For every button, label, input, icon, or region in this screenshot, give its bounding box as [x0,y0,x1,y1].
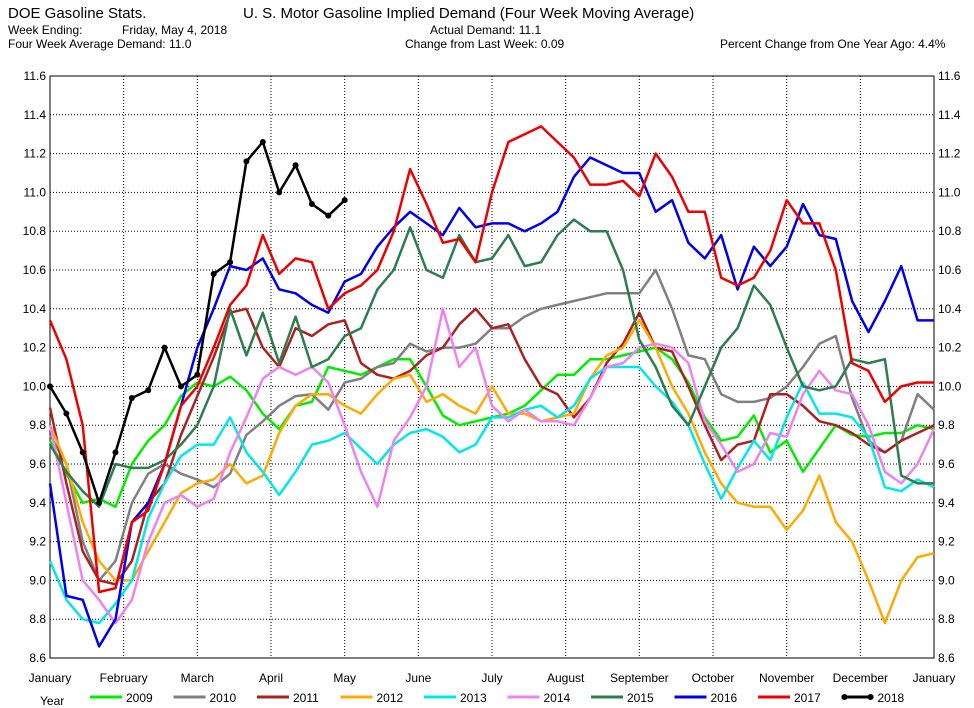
series-point-2018 [112,449,119,456]
y-tick-label-right: 8.6 [938,651,955,665]
legend-marker-2018 [867,694,874,700]
legend-label-2017: 2017 [794,691,821,705]
series-point-2018 [227,259,234,266]
series-point-2018 [79,449,86,456]
series-point-2018 [63,410,70,417]
series-point-2018 [308,201,315,208]
x-tick-label: July [481,671,502,685]
app-title: DOE Gasoline Stats. [8,5,147,22]
legend-marker-2018 [841,694,848,700]
y-tick-label-right: 9.6 [938,457,955,471]
y-tick-label: 9.2 [29,535,46,549]
legend-label-2010: 2010 [210,691,237,705]
y-tick-label-right: 11.4 [938,108,961,122]
percent-change-year-ago: Percent Change from One Year Ago: 4.4% [720,37,946,51]
legend-label-2013: 2013 [460,691,487,705]
y-tick-label: 10.8 [23,224,47,238]
series-line-2015 [48,218,934,508]
series-line-2014 [48,307,936,625]
series-point-2018 [96,499,103,506]
series-point-2018 [145,387,152,394]
y-tick-label: 10.6 [23,263,47,277]
y-tick-label: 9.0 [29,573,46,587]
legend-label-2015: 2015 [627,691,654,705]
y-tick-label: 8.6 [29,651,46,665]
y-tick-label-right: 10.0 [938,379,962,393]
x-tick-label: November [759,671,814,685]
y-tick-label: 11.2 [24,147,47,161]
series-lines [47,125,936,648]
y-tick-label: 9.6 [29,457,46,471]
actual-demand: Actual Demand: 11.1 [430,23,542,37]
legend-label-2016: 2016 [711,691,738,705]
change-from-last-week: Change from Last Week: 0.09 [405,37,565,51]
legend-label-2011: 2011 [293,691,319,705]
x-tick-label: February [100,671,148,685]
y-tick-label-right: 9.8 [938,418,955,432]
series-point-2018 [47,383,53,390]
y-tick-label: 10.0 [23,379,47,393]
y-tick-label-right: 11.0 [938,185,961,199]
y-tick-label-right: 11.2 [938,147,961,161]
series-line-2017 [48,125,934,594]
series-point-2018 [194,371,201,378]
y-tick-label: 9.4 [29,496,46,510]
series-point-2018 [161,344,168,351]
legend-label-2018: 2018 [878,691,905,705]
x-tick-label: January [29,671,72,685]
x-tick-label: April [259,671,283,685]
x-tick-label: January [913,671,956,685]
y-tick-label-right: 10.4 [938,302,962,316]
chart-title: U. S. Motor Gasoline Implied Demand (Fou… [243,5,695,22]
x-tick-label: May [333,671,356,685]
y-tick-label-right: 11.6 [938,69,961,83]
y-tick-label-right: 10.6 [938,263,962,277]
series-point-2018 [128,395,135,402]
series-line-2016 [48,156,934,648]
y-tick-label-right: 9.0 [938,573,955,587]
four-week-average: Four Week Average Demand: 11.0 [8,37,192,51]
y-tick-label: 10.4 [23,302,47,316]
y-axis-left: 8.6 8.8 9.0 9.2 9.4 9.6 9.8 10.0 10.2 10.4 10.6 10.… [23,69,47,665]
legend-title: Year [40,694,64,708]
y-tick-label: 11.0 [24,185,47,199]
y-tick-label: 11.6 [24,69,47,83]
y-tick-label: 8.8 [29,612,46,626]
series-point-2018 [276,189,283,196]
legend-label-2014: 2014 [544,691,571,705]
y-tick-label-right: 9.2 [938,535,955,549]
series-line-2013 [48,365,935,625]
week-ending-value: Friday, May 4, 2018 [122,23,228,37]
x-tick-label: June [405,671,431,685]
y-tick-label-right: 9.4 [938,496,955,510]
series-point-2018 [177,383,184,390]
series-point-2018 [243,158,250,165]
series-point-2018 [325,212,332,219]
y-tick-label: 9.8 [29,418,46,432]
y-axis-right: 8.6 8.8 9.0 9.2 9.4 9.6 9.8 10.0 10.2 10.4 10.6 10.… [938,69,962,665]
legend-label-2009: 2009 [126,691,153,705]
week-ending-label: Week Ending: [8,23,83,37]
x-tick-label: September [610,671,669,685]
x-axis: January February March April May June July Augu… [29,671,956,685]
y-tick-label-right: 10.2 [938,341,962,355]
legend-label-2012: 2012 [377,691,404,705]
series-point-2018 [210,270,217,277]
series-point-2018 [259,138,266,145]
series-point-2018 [292,162,299,169]
y-tick-label: 11.4 [24,108,47,122]
y-tick-label-right: 10.8 [938,224,962,238]
x-tick-label: December [833,671,888,685]
x-tick-label: August [547,671,585,685]
legend: Year 2009 2010 2011 2012 2013 2014 2015 2016 201… [40,691,905,708]
x-tick-label: March [181,671,214,685]
series-line-2011 [48,307,935,586]
x-tick-label: October [692,671,735,685]
y-tick-label-right: 8.8 [938,612,955,626]
series-line-2012 [48,319,935,625]
series-point-2018 [341,197,348,204]
y-tick-label: 10.2 [23,341,47,355]
